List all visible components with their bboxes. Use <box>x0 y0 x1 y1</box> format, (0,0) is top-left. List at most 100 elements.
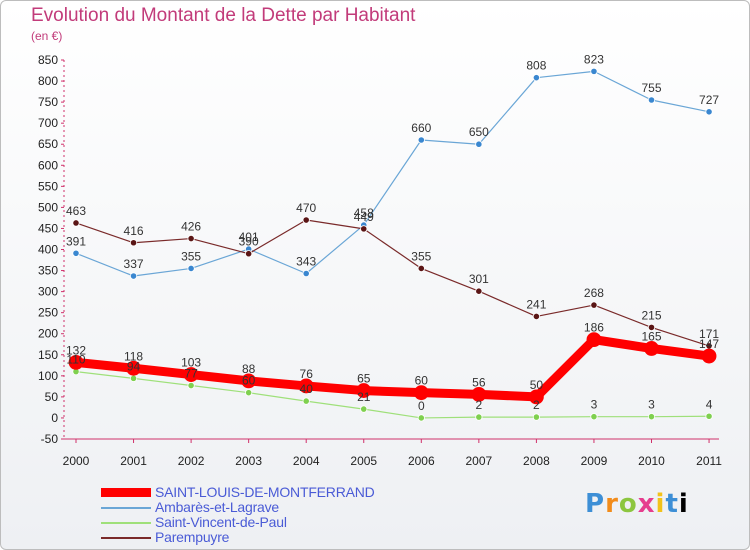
data-label-saint-vincent: 94 <box>127 359 141 373</box>
data-point-saint-louis <box>183 367 199 382</box>
data-label-saint-vincent: 77 <box>184 367 198 381</box>
logo-letter: t <box>665 489 679 519</box>
data-point-saint-louis <box>471 386 487 402</box>
y-tick-label: -50 <box>41 432 59 446</box>
data-point-ambares <box>590 67 598 75</box>
data-point-ambares <box>72 249 80 257</box>
data-label-ambares: 727 <box>699 93 719 107</box>
data-point-ambares <box>302 269 310 278</box>
data-point-saint-louis <box>644 341 659 356</box>
data-label-saint-louis: 103 <box>181 356 201 370</box>
data-point-saint-vincent <box>129 374 138 382</box>
y-tick-label: 450 <box>38 221 58 235</box>
data-point-ambares <box>417 136 425 144</box>
chart-subtitle: (en €) <box>31 29 63 43</box>
data-label-parempuyre: 390 <box>239 235 259 249</box>
data-label-ambares: 823 <box>584 52 604 66</box>
x-tick-label: 2001 <box>120 454 147 468</box>
data-label-saint-vincent: 110 <box>66 353 85 367</box>
data-label-saint-louis: 186 <box>584 321 604 335</box>
y-tick-label: 700 <box>38 116 58 130</box>
x-tick-label: 2004 <box>293 454 320 468</box>
legend-label-parempuyre: Parempuyre <box>155 529 230 545</box>
data-label-saint-vincent: 40 <box>300 382 314 396</box>
data-point-parempuyre <box>302 216 310 224</box>
logo-letter: i <box>655 489 666 519</box>
y-tick-label: 350 <box>38 264 58 278</box>
data-point-saint-vincent <box>590 413 598 421</box>
series-line-parempuyre <box>75 219 710 347</box>
data-point-parempuyre <box>360 225 368 233</box>
data-label-parempuyre: 449 <box>354 210 374 224</box>
proxiti-logo: Proxiti <box>585 489 689 519</box>
data-point-ambares <box>187 264 195 273</box>
series-line-ambares <box>75 70 710 277</box>
data-label-saint-louis: 147 <box>699 337 719 351</box>
logo-letter: o <box>618 489 638 519</box>
data-label-ambares: 391 <box>66 234 86 248</box>
data-label-saint-louis: 76 <box>300 367 314 381</box>
data-label-saint-louis: 165 <box>641 329 661 343</box>
data-label-parempuyre: 301 <box>469 272 489 286</box>
y-tick-label: 200 <box>38 327 58 341</box>
data-point-saint-vincent <box>360 405 368 413</box>
data-label-saint-vincent: 60 <box>242 374 256 388</box>
data-point-ambares <box>532 74 541 82</box>
data-point-saint-louis <box>68 354 84 370</box>
data-label-saint-vincent: 4 <box>706 397 713 411</box>
data-point-saint-vincent <box>187 381 195 390</box>
data-point-saint-vincent <box>705 412 713 420</box>
data-label-saint-vincent: 0 <box>418 399 425 413</box>
series-line-saint-louis <box>71 335 714 402</box>
data-label-ambares: 337 <box>124 257 144 271</box>
legend-label-saint-vincent: Saint-Vincent-de-Paul <box>155 514 287 530</box>
data-point-saint-vincent <box>245 389 253 397</box>
data-label-parempuyre: 470 <box>296 201 316 215</box>
chart-title: Evolution du Montant de la Dette par Hab… <box>31 5 416 26</box>
data-label-saint-vincent: 3 <box>648 398 655 412</box>
y-tick-label: 50 <box>45 390 59 404</box>
x-tick-label: 2002 <box>178 454 205 468</box>
data-label-ambares: 660 <box>411 121 431 135</box>
data-point-saint-louis <box>356 383 372 398</box>
logo-letter: P <box>585 489 606 519</box>
data-point-parempuyre <box>129 239 138 247</box>
y-tick-label: 750 <box>38 95 58 109</box>
data-label-ambares: 650 <box>469 125 489 139</box>
data-point-parempuyre <box>590 301 598 309</box>
data-label-parempuyre: 241 <box>526 297 546 311</box>
data-point-saint-vincent <box>647 413 656 421</box>
data-point-saint-louis <box>586 332 602 348</box>
data-label-saint-louis: 60 <box>415 374 429 388</box>
y-tick-label: 500 <box>38 200 58 214</box>
data-point-parempuyre <box>647 323 656 332</box>
x-tick-label: 2011 <box>696 454 722 468</box>
data-point-ambares <box>705 108 713 116</box>
data-point-saint-louis <box>298 378 314 394</box>
data-label-parempuyre: 171 <box>699 327 719 341</box>
data-point-saint-louis <box>241 373 257 389</box>
data-label-ambares: 355 <box>181 249 201 263</box>
data-label-ambares: 755 <box>641 81 661 95</box>
data-label-saint-vincent: 2 <box>533 398 540 412</box>
legend-label-saint-louis: SAINT-LOUIS-DE-MONTFERRAND <box>155 484 375 500</box>
y-tick-label: 0 <box>51 411 58 425</box>
legend-swatch-saint-louis <box>101 488 151 497</box>
data-label-parempuyre: 463 <box>66 204 86 218</box>
data-label-parempuyre: 426 <box>181 220 201 234</box>
data-label-saint-louis: 88 <box>242 362 256 376</box>
data-point-saint-louis <box>126 360 141 376</box>
y-tick-label: 250 <box>38 306 58 320</box>
data-point-ambares <box>129 272 138 280</box>
data-point-parempuyre <box>532 312 541 321</box>
logo-letter: r <box>605 489 619 519</box>
legend-swatch-saint-vincent <box>101 522 151 524</box>
y-tick-label: 650 <box>38 137 58 151</box>
y-tick-label: 850 <box>38 53 58 67</box>
logo-letter: i <box>678 489 689 519</box>
x-tick-label: 2003 <box>235 454 262 468</box>
data-point-saint-louis <box>413 385 429 401</box>
data-label-parempuyre: 215 <box>641 308 661 322</box>
x-tick-label: 2006 <box>408 454 435 468</box>
